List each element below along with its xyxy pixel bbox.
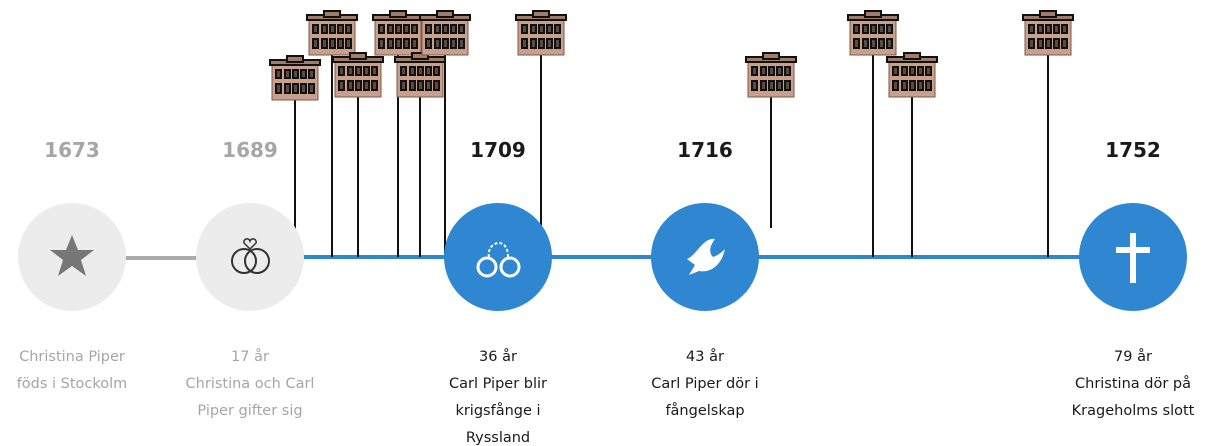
timeline: 1673 Christina Piper föds i Stockolm 1689 17… [0,0,1206,446]
building-icon [887,53,937,97]
building-icon [373,11,423,55]
event-circle [444,203,552,311]
building-icon [270,56,320,100]
event-description: 36 år [479,348,517,365]
event-description: Christina dör på [1075,375,1191,392]
events: 1673 Christina Piper föds i Stockolm 1689 17… [17,138,1195,446]
event-year: 1716 [677,138,733,162]
event: 1716 43 år Carl Piper dör i fångelskap [651,138,759,419]
event-description: Christina Piper [19,349,125,365]
event-description: 17 år [231,348,269,365]
building-icon [333,53,383,97]
event: 1709 36 år Carl Piper blir krigsfånge i Ryss… [444,138,552,446]
building-icon [1023,11,1073,55]
building-icon [746,53,796,97]
event-description: Christina och Carl [186,376,315,392]
event-year: 1752 [1105,138,1161,162]
building-icon [395,53,445,97]
event-description: Piper gifter sig [197,403,302,419]
building-icon [307,11,357,55]
event-description: Carl Piper dör i [651,376,758,392]
event-description: krigsfånge i [455,402,540,419]
event-description: 43 år [686,348,724,365]
event-description: Krageholms slott [1072,403,1195,419]
event: 1673 Christina Piper föds i Stockolm [17,138,128,392]
event: 1752 79 år Christina dör på Krageholms slot… [1072,138,1195,419]
event-description: föds i Stockolm [17,376,128,392]
building-icon [420,11,470,55]
event-year: 1689 [222,138,278,162]
event-description: Ryssland [466,430,530,446]
event-year: 1673 [44,138,100,162]
event-description: Carl Piper blir [449,376,547,392]
building-icon [848,11,898,55]
event-description: 79 år [1114,348,1152,365]
event-year: 1709 [470,138,526,162]
event-circle [196,203,304,311]
building-icon [516,11,566,55]
event-description: fångelskap [665,402,744,419]
